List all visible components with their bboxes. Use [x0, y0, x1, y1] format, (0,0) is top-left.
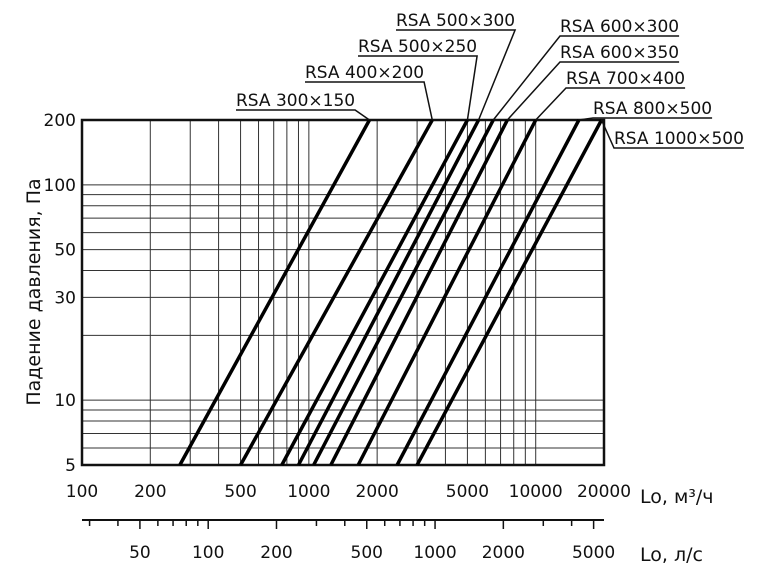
secondary-x-axis: 50 100 200 500 1000 2000 5000	[82, 519, 615, 563]
series-label: RSA 1000×500	[614, 129, 744, 149]
series-leader-line	[396, 29, 517, 121]
x2-tick-label: 200	[260, 543, 292, 563]
series-line	[395, 119, 581, 466]
x2-tick-label: 1000	[413, 543, 456, 563]
plot-frame	[80, 118, 606, 467]
x2-tick-label: 100	[192, 543, 224, 563]
x-tick-label: 500	[224, 482, 256, 502]
series-lines	[178, 119, 604, 466]
x-tick-label: 20000	[577, 482, 631, 502]
series-leader-line	[236, 109, 370, 121]
x-tick-labels: 100 200 500 1000 2000 5000 10000 20000	[66, 482, 631, 502]
series-line	[280, 119, 469, 466]
x2-tick-label: 2000	[482, 543, 525, 563]
series-leader-line	[600, 119, 744, 149]
series-leader-line	[492, 35, 680, 121]
y-tick-label: 5	[65, 456, 76, 476]
y-tick-labels: 5 10 30 50 100 200	[44, 111, 76, 476]
x-tick-label: 1000	[287, 482, 330, 502]
x2-tick-label: 500	[351, 543, 383, 563]
series-leader-line	[358, 55, 478, 121]
x2-tick-label: 50	[129, 543, 151, 563]
series-line	[329, 119, 509, 466]
series-label: RSA 500×300	[396, 11, 515, 31]
series-leader-line	[305, 81, 434, 121]
x2-tick-label: 5000	[572, 543, 615, 563]
y-tick-label: 10	[54, 391, 76, 411]
series-line	[312, 119, 495, 466]
y-tick-label: 100	[44, 176, 76, 196]
series-line	[296, 119, 481, 466]
series-label: RSA 600×350	[560, 43, 679, 63]
x2-axis-label: Lo, л/с	[640, 544, 703, 566]
x-tick-label: 2000	[356, 482, 399, 502]
x-tick-label: 200	[134, 482, 166, 502]
series-labels: RSA 300×150 RSA 400×200 RSA 500×250 RSA 500…	[236, 11, 744, 149]
series-line	[415, 119, 604, 466]
grid	[82, 120, 604, 465]
series-label: RSA 700×400	[566, 69, 685, 89]
series-leader-line	[578, 117, 713, 121]
series-leader-line	[535, 87, 686, 121]
series-line	[178, 119, 371, 466]
x-tick-label: 10000	[509, 482, 563, 502]
series-leader-line	[506, 61, 680, 121]
y-tick-label: 200	[44, 111, 76, 131]
series-label: RSA 400×200	[305, 63, 424, 83]
series-label: RSA 800×500	[593, 99, 712, 119]
series-line	[239, 119, 434, 466]
series-line	[356, 119, 538, 466]
series-label: RSA 600×300	[560, 17, 679, 37]
series-label: RSA 500×250	[358, 37, 477, 57]
y-axis-label: Падение давления, Па	[23, 178, 45, 405]
x-tick-label: 100	[66, 482, 98, 502]
y-tick-label: 50	[54, 241, 76, 261]
series-label: RSA 300×150	[236, 91, 355, 111]
x-axis-label: Lo, м³/ч	[640, 486, 714, 508]
x-tick-label: 5000	[446, 482, 489, 502]
y-tick-label: 30	[54, 288, 76, 308]
